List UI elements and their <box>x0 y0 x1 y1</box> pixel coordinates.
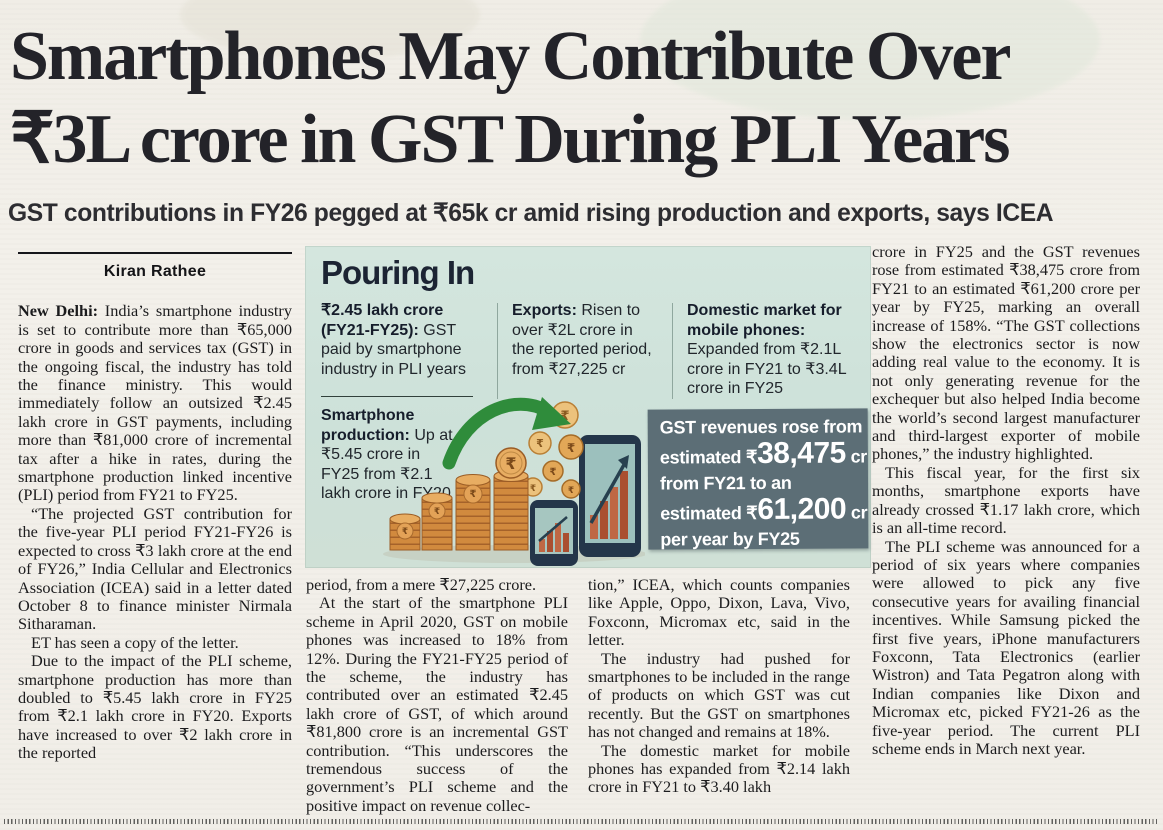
body-paragraph: The industry had pushed for smartphones … <box>588 648 850 742</box>
body-paragraph: New Delhi: India’s smartphone industry i… <box>18 302 292 504</box>
headline-line-1: Smartphones May Contribute Over <box>10 18 1011 95</box>
article-headline: Smartphones May Contribute Over ₹3L cror… <box>10 16 1160 181</box>
callout-value: 38,475 <box>756 436 846 471</box>
coin-stack: ₹ <box>421 492 453 551</box>
callout-text: estimated ₹ <box>660 503 758 524</box>
fact-lead: Domestic market for mobile phones: <box>687 302 842 339</box>
svg-text:₹: ₹ <box>536 437 544 450</box>
svg-text:₹: ₹ <box>434 507 440 517</box>
svg-text:₹: ₹ <box>550 467 557 478</box>
callout-line: estimated ₹38,475 cr <box>659 436 867 473</box>
callout-text: cr <box>845 446 868 467</box>
article-column-2: period, from a mere ₹27,225 crore. At th… <box>306 575 568 815</box>
svg-text:₹: ₹ <box>560 409 569 424</box>
byline-divider <box>18 252 292 254</box>
callout-value: 61,200 <box>757 492 847 527</box>
fact-lead: ₹2.45 lakh crore (FY21-FY25): <box>321 302 444 339</box>
callout-line: estimated ₹61,200 cr <box>660 492 867 529</box>
phone-icon <box>579 435 641 557</box>
fact-domestic-market: Domestic market for mobile phones: Expan… <box>687 301 867 399</box>
body-paragraph: At the start of the smartphone PLI schem… <box>306 593 568 815</box>
svg-text:₹: ₹ <box>402 527 408 537</box>
fact-text: Risen to over ₹2L crore in the reported … <box>512 302 652 378</box>
fact-lead: Exports: <box>512 302 577 319</box>
gst-revenue-callout: GST revenues rose from estimated ₹38,475… <box>647 408 869 550</box>
article-column-1: Kiran Rathee New Delhi: India’s smartpho… <box>18 252 292 763</box>
body-paragraph: Due to the impact of the PLI scheme, sma… <box>18 651 292 763</box>
coin-stack-chart: ₹ ₹ ₹ ₹ <box>389 447 529 551</box>
article-column-3: tion,” ICEA, which counts companies like… <box>588 575 850 797</box>
production-note-divider <box>321 396 473 397</box>
fact-gst-paid: ₹2.45 lakh crore (FY21-FY25): GST paid b… <box>321 301 483 399</box>
body-paragraph: The PLI scheme was announced for a perio… <box>872 536 1140 758</box>
coins-growth-illustration: ₹ ₹ ₹ ₹ ₹ ₹ ₹ <box>383 397 645 566</box>
body-paragraph: “The projected GST contribution for the … <box>18 503 292 634</box>
infographic-title: Pouring In <box>321 254 475 291</box>
infographic-facts-row: ₹2.45 lakh crore (FY21-FY25): GST paid b… <box>321 301 867 399</box>
coin-stack: ₹ <box>455 474 491 551</box>
fact-text: Expanded from ₹2.1L crore in FY21 to ₹3.… <box>687 341 846 397</box>
infographic-panel: Pouring In ₹2.45 lakh crore (FY21-FY25):… <box>305 246 871 568</box>
body-paragraph: The domestic market for mobile phones ha… <box>588 740 850 797</box>
dateline: New Delhi: <box>18 301 99 321</box>
uptrend-arrow-icon <box>589 462 627 524</box>
svg-text:₹: ₹ <box>568 486 574 496</box>
paragraph-text: India’s smartphone industry is set to co… <box>18 301 292 505</box>
fact-exports: Exports: Risen to over ₹2L crore in the … <box>512 301 658 399</box>
byline: Kiran Rathee <box>103 263 207 280</box>
svg-text:₹: ₹ <box>505 454 516 473</box>
svg-text:₹: ₹ <box>470 489 477 500</box>
phone-icon <box>530 500 578 566</box>
svg-text:₹: ₹ <box>567 441 575 455</box>
callout-line: GST revenues rose from <box>659 416 863 438</box>
fact-lead: Smartphone production: <box>321 407 415 444</box>
growth-arrow-icon <box>442 397 571 470</box>
callout-text: estimated ₹ <box>659 447 758 468</box>
callout-text: cr <box>846 502 868 523</box>
fact-text: GST paid by smartphone industry in PLI y… <box>321 321 466 378</box>
fact-divider <box>497 303 498 399</box>
coin-stack: ₹ <box>493 447 529 551</box>
fact-divider <box>672 303 673 399</box>
body-paragraph: crore in FY25 and the GST revenues rose … <box>872 242 1140 464</box>
body-paragraph: tion,” ICEA, which counts companies like… <box>588 575 850 650</box>
fact-smartphone-production: Smartphone production: Up at ₹5.45 crore… <box>321 406 461 504</box>
svg-text:₹: ₹ <box>530 484 536 494</box>
headline-line-2: ₹3L crore in GST During PLI Years <box>10 100 1011 178</box>
article-column-4: crore in FY25 and the GST revenues rose … <box>872 242 1140 758</box>
bottom-dotted-divider <box>4 819 1159 824</box>
callout-line: per year by FY25 <box>660 528 800 550</box>
fact-text: Up at ₹5.45 crore in FY25 from ₹2.1 lakh… <box>321 426 453 503</box>
body-paragraph: ET has seen a copy of the letter. <box>31 632 239 652</box>
article-subhead: GST contributions in FY26 pegged at ₹65k… <box>8 199 1054 227</box>
callout-line: from FY21 to an <box>659 472 792 494</box>
coin-stack: ₹ <box>389 513 421 551</box>
body-paragraph: period, from a mere ₹27,225 crore. <box>306 575 537 594</box>
body-paragraph: This fiscal year, for the first six mont… <box>872 462 1140 538</box>
